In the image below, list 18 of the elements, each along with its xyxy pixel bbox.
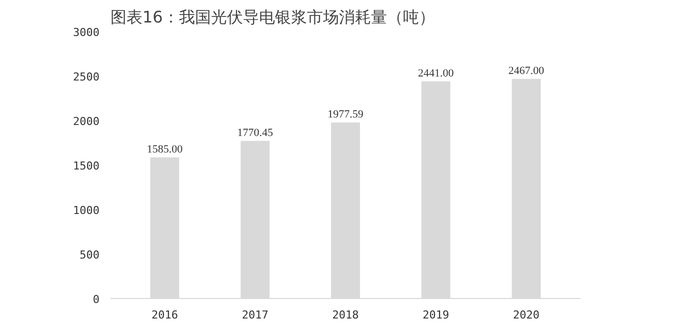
y-tick-label: 0 bbox=[92, 293, 100, 306]
y-tick-label: 2500 bbox=[73, 70, 100, 84]
chart-title: 图表16：我国光伏导电银浆市场消耗量（吨） bbox=[110, 8, 435, 26]
data-label: 1585.00 bbox=[146, 143, 184, 156]
data-label: 1770.45 bbox=[237, 126, 274, 139]
y-tick-label: 2000 bbox=[73, 115, 100, 128]
x-tick-label: 2017 bbox=[242, 308, 268, 322]
x-tick-label: 2016 bbox=[151, 308, 178, 322]
y-tick-label: 3000 bbox=[73, 26, 100, 39]
y-tick-label: 1000 bbox=[73, 204, 100, 217]
data-label: 2441.00 bbox=[418, 67, 454, 80]
y-tick-label: 1500 bbox=[73, 160, 100, 172]
data-label: 1977.59 bbox=[328, 108, 364, 120]
y-tick-label: 500 bbox=[80, 248, 100, 262]
x-tick-label: 2020 bbox=[513, 308, 540, 322]
x-tick-label: 2018 bbox=[332, 308, 359, 322]
data-label: 2467.00 bbox=[508, 64, 545, 77]
x-tick-label: 2019 bbox=[422, 308, 450, 322]
